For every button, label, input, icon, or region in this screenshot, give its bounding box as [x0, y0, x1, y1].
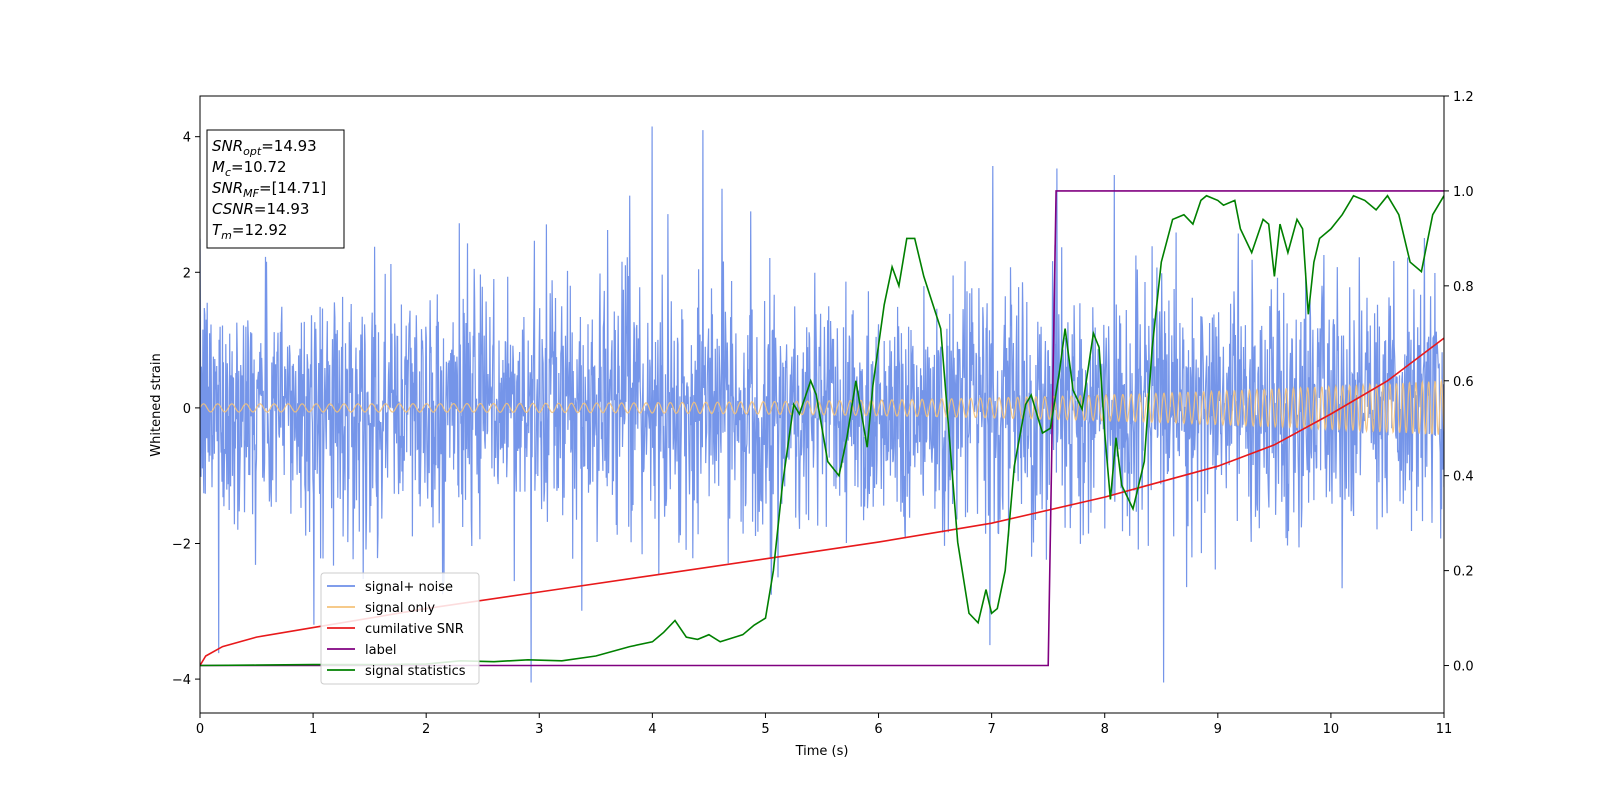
x-tick-label: 7 — [987, 722, 995, 737]
legend-label: signal+ noise — [365, 580, 453, 595]
legend: signal+ noise signal only cumilative SNR la… — [320, 572, 480, 685]
y-axis-label: Whitened strain — [149, 353, 164, 456]
legend-frame — [320, 572, 480, 685]
axes: 0 1 2 3 4 5 6 7 8 9 10 11 −4 −2 0 2 4 0.0 0.2 0.4 0.6 0.8 1.0 1… — [172, 90, 1474, 737]
y2-tick-label: 0.2 — [1453, 565, 1474, 580]
x-tick-label: 4 — [648, 722, 656, 737]
stats-line: Tm=12.92 — [212, 221, 287, 242]
legend-label: label — [365, 643, 396, 658]
y-tick-label: 0 — [183, 402, 191, 417]
y2-tick-label: 1.2 — [1453, 90, 1474, 105]
series-label — [200, 190, 1444, 667]
legend-label: signal only — [365, 601, 435, 616]
stats-box: SNRopt=14.93Mc=10.72SNRMF=[14.71]CSNR=14… — [206, 129, 345, 249]
stats-line: SNRopt=14.93 — [212, 137, 317, 158]
x-tick-label: 5 — [761, 722, 769, 737]
legend-label: cumilative SNR — [365, 622, 464, 637]
stats-line: CSNR=14.93 — [212, 200, 309, 218]
y2-tick-label: 0.6 — [1453, 375, 1474, 390]
x-tick-label: 10 — [1323, 722, 1340, 737]
x-tick-label: 6 — [874, 722, 882, 737]
x-tick-label: 2 — [422, 722, 430, 737]
y2-tick-label: 0.0 — [1453, 660, 1474, 675]
y-tick-label: −4 — [172, 673, 191, 688]
x-tick-label: 0 — [196, 722, 204, 737]
x-tick-label: 1 — [309, 722, 317, 737]
stats-line: SNRMF=[14.71] — [212, 179, 326, 200]
plot-frame — [199, 95, 1445, 714]
x-tick-label: 9 — [1214, 722, 1222, 737]
plot-area — [200, 126, 1444, 683]
y2-tick-label: 0.4 — [1453, 470, 1474, 485]
stats-box-frame — [206, 129, 345, 249]
stats-line: Mc=10.72 — [212, 158, 287, 179]
y2-tick-label: 0.8 — [1453, 280, 1474, 295]
legend-label: signal statistics — [365, 664, 466, 679]
y-tick-label: 4 — [183, 131, 191, 146]
y-tick-label: 2 — [183, 266, 191, 281]
y-tick-label: −2 — [172, 537, 191, 552]
x-tick-label: 3 — [535, 722, 543, 737]
y2-tick-label: 1.0 — [1453, 185, 1474, 200]
x-tick-label: 8 — [1101, 722, 1109, 737]
series-signal-statistics — [200, 194, 1444, 667]
series-signal-only — [200, 378, 1444, 435]
x-axis-label: Time (s) — [795, 744, 849, 759]
x-tick-label: 11 — [1436, 722, 1453, 737]
series-cumulative-snr — [200, 337, 1444, 666]
